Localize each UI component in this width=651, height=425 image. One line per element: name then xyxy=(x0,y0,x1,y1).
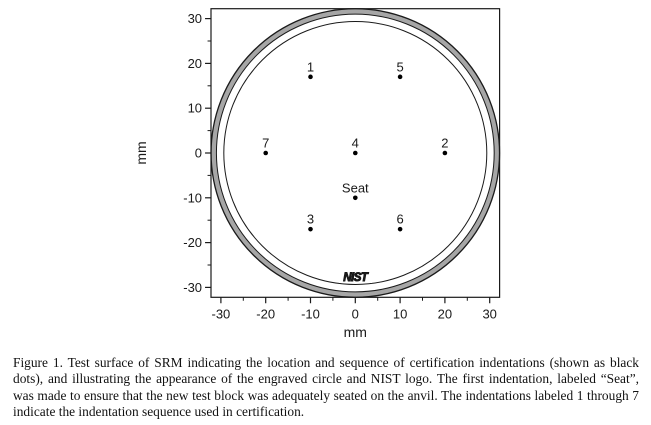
figure-caption: Figure 1. Test surface of SRM indicating… xyxy=(13,355,639,419)
data-point-label: 1 xyxy=(307,59,314,74)
data-point xyxy=(353,195,358,201)
y-tick-label: 30 xyxy=(188,11,202,26)
x-tick-label: -30 xyxy=(212,306,231,321)
data-point-label: 2 xyxy=(441,136,448,151)
nist-logo-text: NIST xyxy=(343,272,369,284)
x-tick-label: -10 xyxy=(301,306,320,321)
data-point-label: 3 xyxy=(307,212,314,227)
data-point xyxy=(397,74,403,80)
data-point-label: 7 xyxy=(262,136,269,151)
y-tick-label: -10 xyxy=(183,190,202,205)
y-axis-title: mm xyxy=(133,141,149,164)
x-axis-ticks xyxy=(220,297,491,304)
block-circles xyxy=(210,8,501,298)
data-point-label: 4 xyxy=(352,136,359,151)
x-tick-labels: -30 -20 -10 0 10 20 30 xyxy=(212,306,497,321)
data-point xyxy=(353,150,358,156)
y-tick-label: -20 xyxy=(183,235,202,250)
y-tick-label: 10 xyxy=(188,101,202,116)
x-axis-title: mm xyxy=(344,324,367,340)
y-axis-ticks xyxy=(205,18,212,288)
nist-logo-backdrop xyxy=(339,271,372,283)
x-tick-label: 0 xyxy=(352,306,359,321)
data-point xyxy=(308,74,313,80)
y-tick-label: 0 xyxy=(195,146,202,161)
data-point-label: 5 xyxy=(396,59,403,74)
data-point xyxy=(308,226,313,232)
block-edge-band xyxy=(211,8,500,298)
x-tick-label: 30 xyxy=(482,306,496,321)
x-tick-label: -20 xyxy=(256,306,275,321)
data-points: 1 5 7 4 2 Seat 3 6 xyxy=(262,59,449,232)
data-point xyxy=(442,150,448,156)
x-tick-label: 20 xyxy=(438,306,452,321)
data-point-label: 6 xyxy=(396,212,403,227)
block-edge-inner xyxy=(215,13,495,293)
y-tick-label: -30 xyxy=(183,280,202,295)
y-tick-labels: -30 -20 -10 0 10 20 30 xyxy=(183,11,202,295)
data-point-label: Seat xyxy=(342,180,369,195)
y-tick-label: 20 xyxy=(188,56,202,71)
nist-logo: NIST xyxy=(339,271,372,284)
x-tick-label: 10 xyxy=(393,306,407,321)
data-point xyxy=(263,150,269,156)
engraved-circle xyxy=(223,21,488,285)
data-point xyxy=(397,226,403,232)
